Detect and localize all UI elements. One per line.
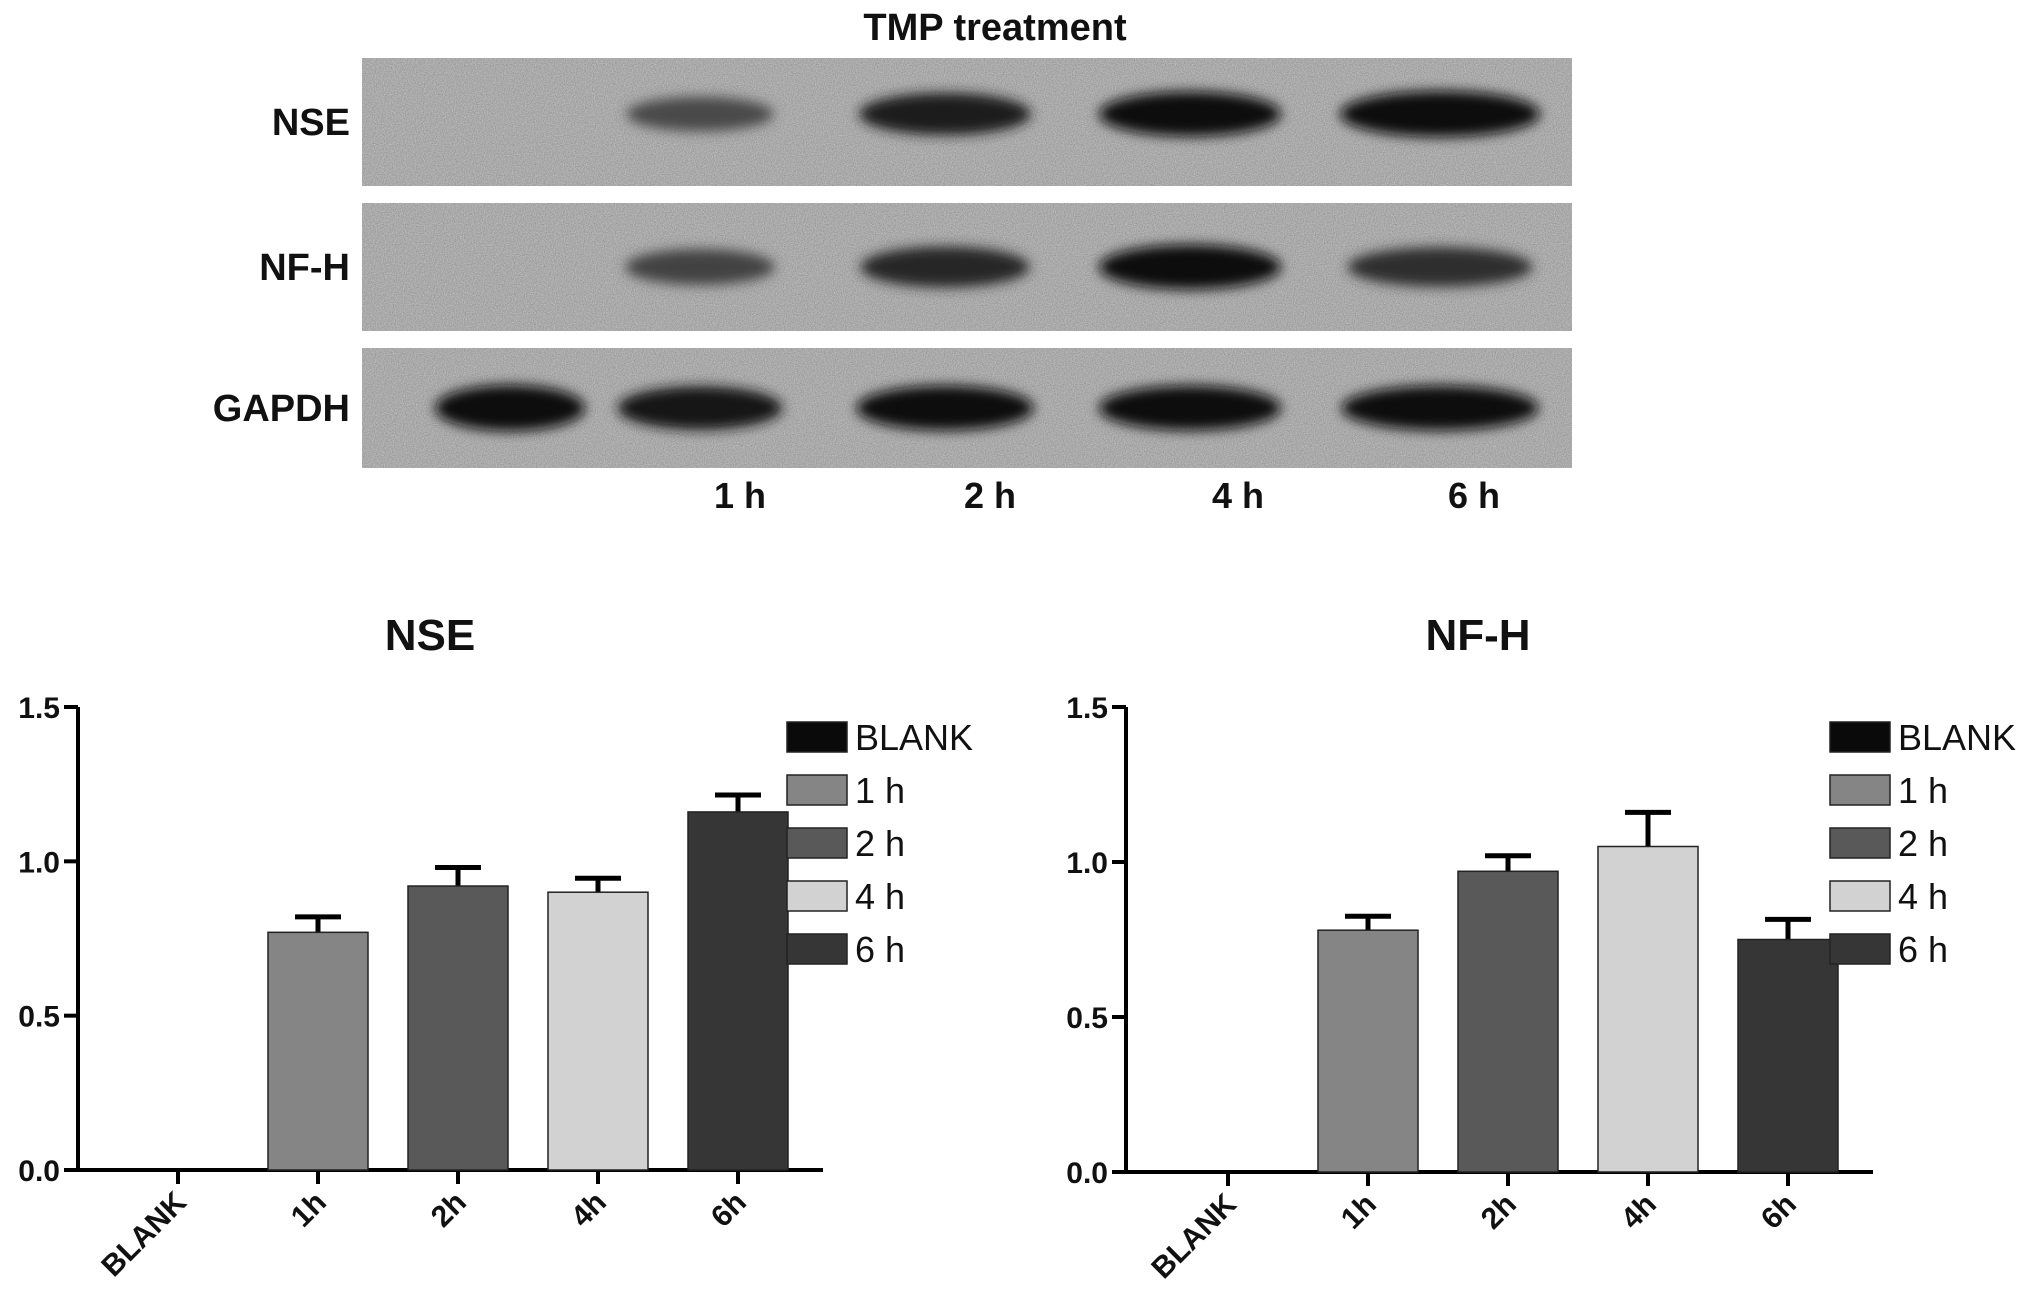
y-tick-label: 0.0 — [18, 1155, 60, 1188]
blot-row-2: GAPDH — [213, 348, 1572, 468]
chart-title: NSE — [385, 611, 475, 660]
blot-band — [617, 386, 783, 430]
legend-swatch — [786, 880, 848, 912]
legend-label: 1 h — [855, 770, 905, 811]
lane-labels: 1 h 2 h 4 h 6 h — [714, 475, 1500, 516]
legend-label: 4 h — [855, 876, 905, 917]
legend-swatch — [1829, 774, 1891, 806]
y-tick-label: 0.0 — [1066, 1157, 1108, 1190]
blot-band — [1098, 244, 1282, 290]
blot-band — [1098, 91, 1282, 137]
blot-band — [856, 385, 1034, 431]
bar-1h — [267, 931, 369, 1171]
x-tick-label: BLANK — [1145, 1187, 1243, 1285]
blot-row-0: NSE — [272, 58, 1572, 186]
legend-swatch — [786, 827, 848, 859]
x-tick-label: 6h — [1755, 1188, 1803, 1236]
legend-label: BLANK — [855, 717, 973, 758]
blot-title: TMP treatment — [863, 7, 1127, 49]
blot-band — [1341, 385, 1539, 431]
blot-band — [1340, 91, 1540, 137]
bar-2h — [407, 885, 509, 1171]
y-tick-label: 1.5 — [1066, 692, 1108, 725]
lane-label-3: 4 h — [1212, 475, 1264, 516]
legend-swatch — [1829, 827, 1891, 859]
chart-title: NF-H — [1425, 611, 1530, 660]
legend-label: 6 h — [1898, 929, 1948, 970]
legend-swatch — [786, 721, 848, 753]
legend-label: 2 h — [1898, 823, 1948, 864]
blot-row-label: GAPDH — [213, 388, 350, 430]
bar-6h — [687, 811, 789, 1171]
legend-swatch — [786, 774, 848, 806]
x-tick-label: 1h — [285, 1186, 333, 1234]
legend-swatch — [1829, 721, 1891, 753]
bar-4h — [1597, 845, 1699, 1173]
blot-rows: NSE NF-H GAPDH — [213, 58, 1572, 468]
blot-band — [625, 249, 775, 285]
legend-swatch — [786, 933, 848, 965]
y-tick-label: 1.5 — [18, 692, 60, 725]
y-tick-label: 0.5 — [1066, 1002, 1108, 1035]
x-tick-label: 6h — [705, 1186, 753, 1234]
legend-label: 2 h — [855, 823, 905, 864]
nfh-bar-chart: NF-H 0.0 0.5 1.0 1.5 BLANK 1h 2h 4h 6h BLANK 1 h 2 h… — [1066, 611, 2016, 1285]
legend-label: 4 h — [1898, 876, 1948, 917]
blot-band — [1347, 247, 1533, 287]
lane-label-1: 1 h — [714, 475, 766, 516]
blot-row-label: NF-H — [259, 247, 350, 289]
x-tick-label: 1h — [1335, 1188, 1383, 1236]
bar-2h — [1457, 870, 1559, 1173]
legend-label: BLANK — [1898, 717, 2016, 758]
bar-4h — [547, 891, 649, 1171]
x-tick-label: 2h — [1475, 1188, 1523, 1236]
x-tick-label: 2h — [425, 1186, 473, 1234]
lane-label-2: 2 h — [964, 475, 1016, 516]
y-tick-label: 1.0 — [18, 846, 60, 879]
y-tick-label: 0.5 — [18, 1001, 60, 1034]
lane-label-4: 6 h — [1448, 475, 1500, 516]
x-tick-label: BLANK — [95, 1185, 193, 1283]
legend-swatch — [1829, 933, 1891, 965]
blot-band — [1098, 385, 1282, 431]
legend-swatch — [1829, 880, 1891, 912]
blot-row-1: NF-H — [259, 203, 1572, 331]
blot-band — [859, 92, 1031, 136]
bar-1h — [1317, 929, 1419, 1173]
nse-bar-chart: NSE 0.0 0.5 1.0 1.5 BLANK 1h 2h 4h 6h BLANK 1 h 2 h 4… — [18, 611, 973, 1283]
blot-band — [435, 385, 585, 431]
blot-band — [626, 96, 774, 132]
western-blot: TMP treatment NSE NF-H GAPDH 1 h 2 h 4 h 6… — [213, 7, 1572, 516]
legend-label: 6 h — [855, 929, 905, 970]
x-tick-label: 4h — [565, 1186, 613, 1234]
blot-band — [860, 246, 1030, 288]
bar-6h — [1737, 938, 1839, 1173]
y-tick-label: 1.0 — [1066, 847, 1108, 880]
legend-label: 1 h — [1898, 770, 1948, 811]
x-tick-label: 4h — [1615, 1188, 1663, 1236]
blot-row-label: NSE — [272, 102, 350, 144]
